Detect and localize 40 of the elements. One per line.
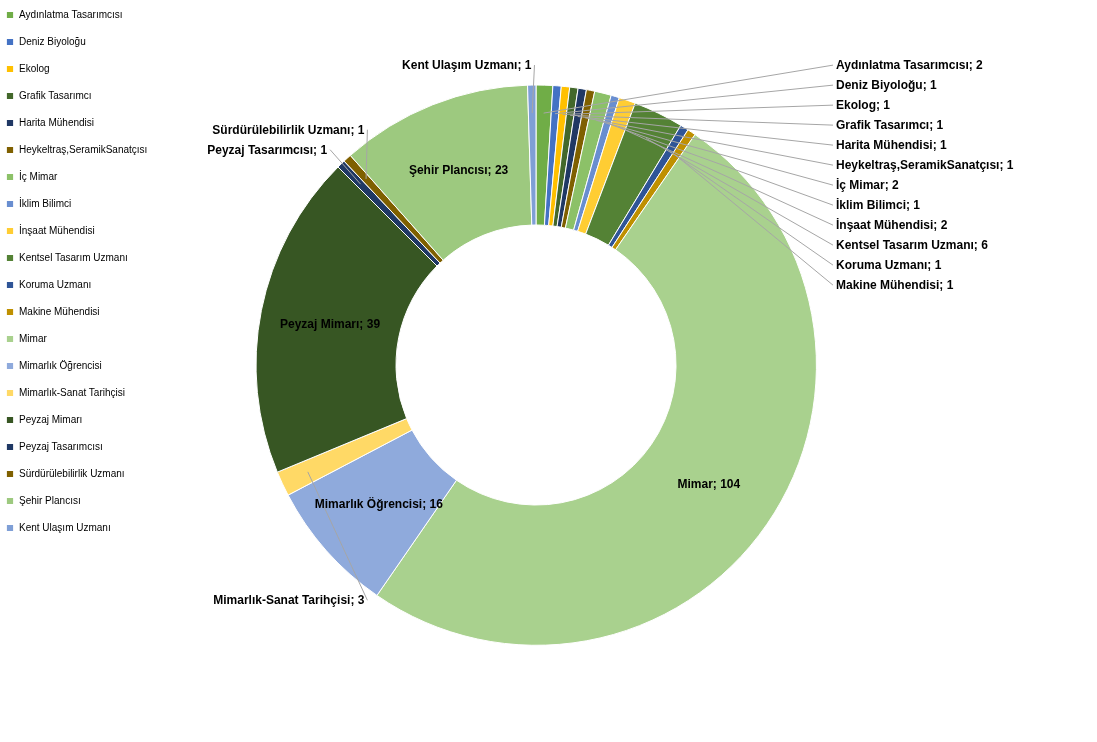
data-label: Ekolog; 1 (836, 98, 891, 113)
legend-label: Peyzaj Tasarımcısı (19, 441, 103, 452)
legend-label: Mimarlık-Sanat Tarihçisi (19, 387, 125, 398)
data-label: Peyzaj Tasarımcısı; 1 (207, 142, 328, 157)
data-label: Aydınlatma Tasarımcısı; 2 (836, 58, 984, 73)
data-label: Grafik Tasarımcı; 1 (836, 118, 944, 133)
legend-label: Makine Mühendisi (19, 306, 100, 317)
data-label: Peyzaj Mimarı; 39 (280, 317, 381, 332)
data-label: Harita Mühendisi; 1 (836, 138, 948, 153)
legend-label: Grafik Tasarımcı (19, 90, 92, 101)
data-label: Heykeltraş,SeramikSanatçısı; 1 (836, 158, 1014, 173)
legend-label: İnşaat Mühendisi (19, 224, 95, 236)
data-label: Şehir Plancısı; 23 (408, 162, 509, 177)
legend-label: İç Mimar (19, 170, 58, 182)
data-label: İnşaat Mühendisi; 2 (836, 217, 948, 233)
data-label: Koruma Uzmanı; 1 (836, 258, 942, 273)
data-label: Kentsel Tasarım Uzmanı; 6 (836, 238, 989, 253)
legend-label: Kent Ulaşım Uzmanı (19, 522, 111, 533)
legend-label: Mimarlık Öğrencisi (19, 360, 102, 371)
legend-label: Deniz Biyoloğu (19, 36, 86, 47)
legend-label: Harita Mühendisi (19, 117, 95, 128)
data-label: İklim Bilimci; 1 (836, 197, 921, 213)
legend-label: Ekolog (19, 63, 50, 74)
data-label: Sürdürülebilirlik Uzmanı; 1 (212, 122, 365, 137)
legend-label: Sürdürülebilirlik Uzmanı (19, 468, 125, 479)
data-label: Kent Ulaşım Uzmanı; 1 (402, 58, 532, 73)
legend-label: Peyzaj Mimarı (19, 414, 83, 425)
legend-label: Heykeltraş,SeramikSanatçısı (19, 144, 148, 155)
data-label: Mimarlık Öğrencisi; 16 (314, 496, 444, 512)
legend-label: Kentsel Tasarım Uzmanı (19, 252, 128, 263)
data-label: Mimarlık-Sanat Tarihçisi; 3 (213, 593, 365, 608)
data-label: İç Mimar; 2 (836, 177, 900, 193)
legend-label: Koruma Uzmanı (19, 279, 92, 290)
data-label: Makine Mühendisi; 1 (836, 278, 954, 293)
legend-label: Mimar (19, 333, 48, 344)
legend-label: İklim Bilimci (19, 197, 72, 209)
data-label: Deniz Biyoloğu; 1 (836, 78, 937, 93)
data-label: Mimar; 104 (677, 477, 741, 492)
legend-label: Şehir Plancısı (19, 495, 81, 506)
legend-label: Aydınlatma Tasarımcısı (19, 9, 123, 20)
